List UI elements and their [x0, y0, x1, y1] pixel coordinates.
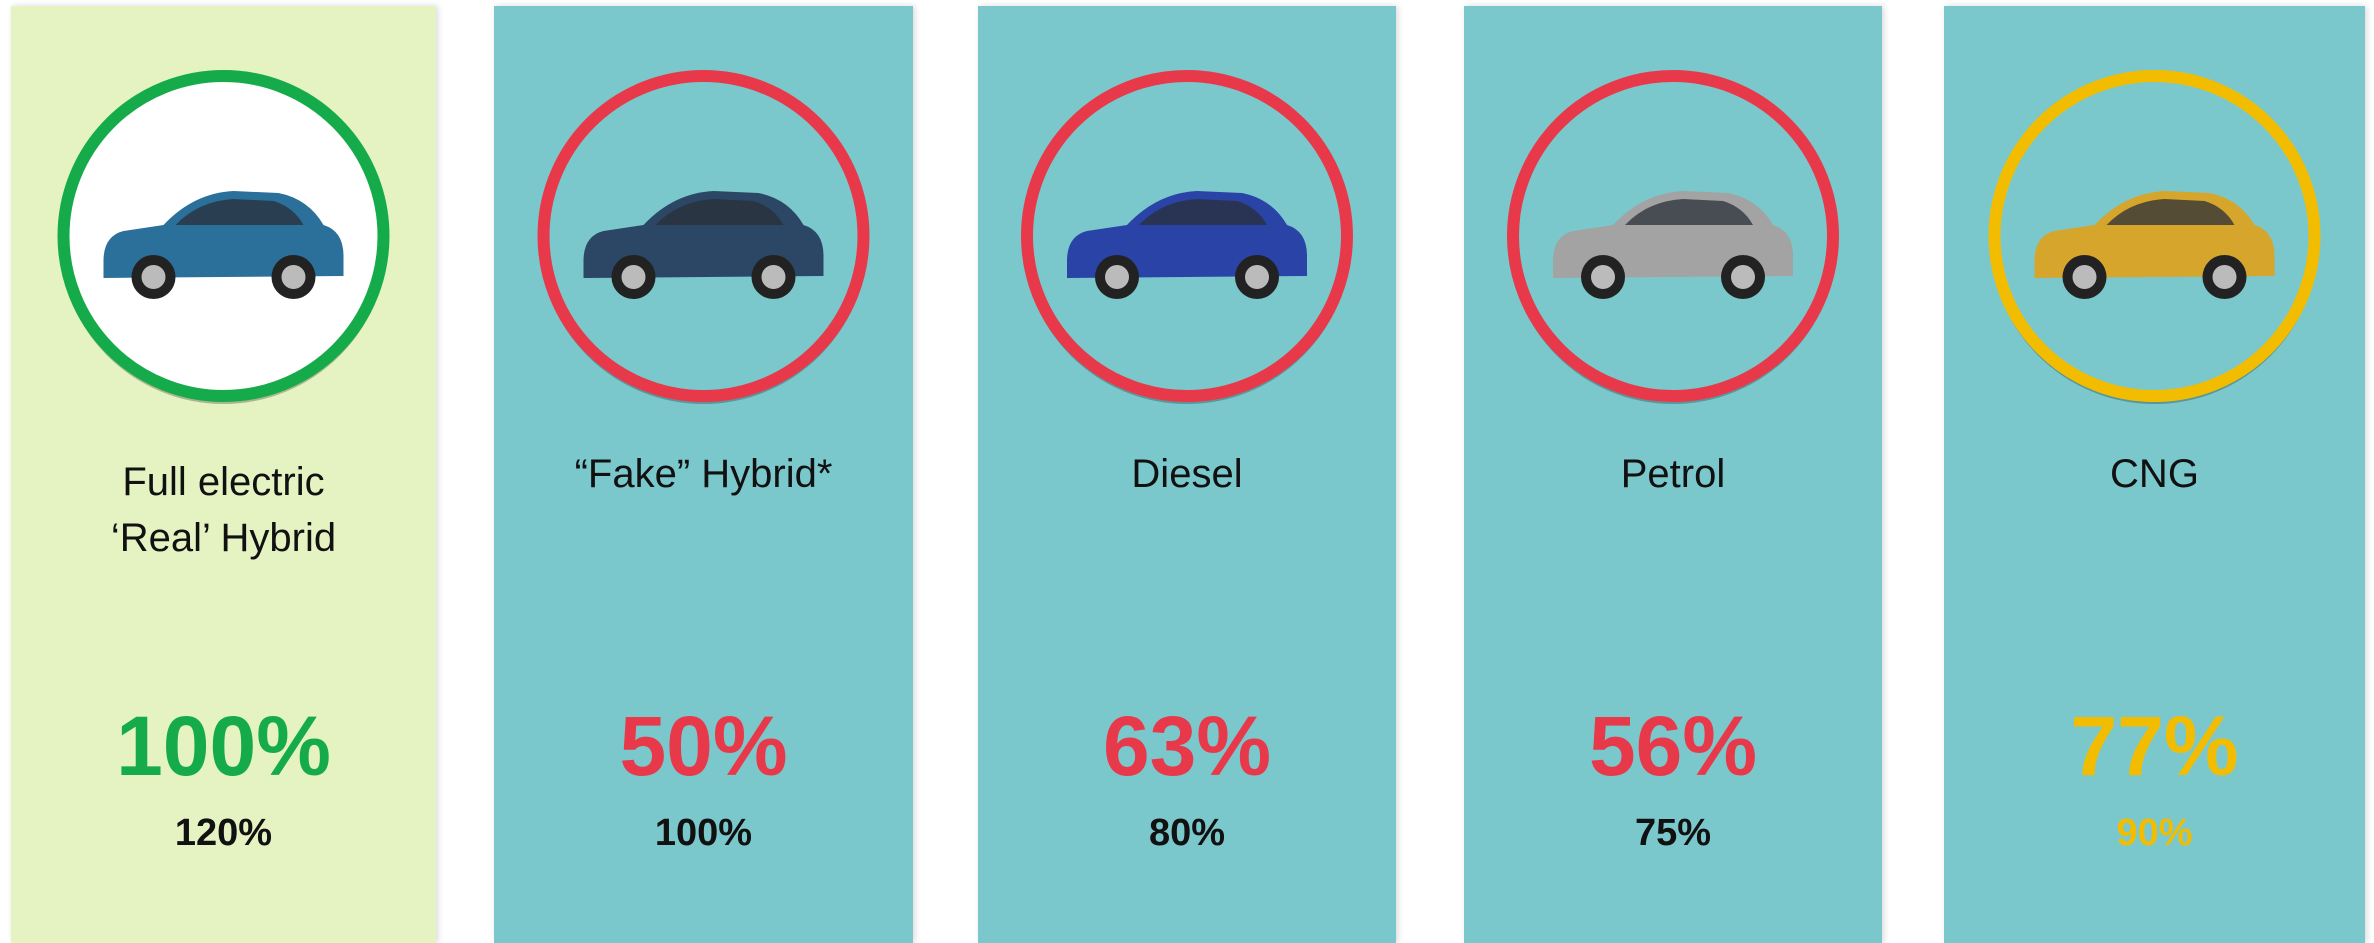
- rim: [1591, 265, 1615, 289]
- rim: [622, 265, 646, 289]
- card-label: Full electric‘Real’ Hybrid: [11, 454, 436, 566]
- rim: [1105, 265, 1129, 289]
- label-line: CNG: [1944, 446, 2365, 502]
- secondary-percent: 120%: [11, 808, 436, 858]
- card-label: Diesel: [978, 446, 1396, 502]
- rim: [1245, 265, 1269, 289]
- card: Petrol 56% 75%: [1464, 6, 1882, 943]
- label-line: “Fake” Hybrid*: [494, 446, 913, 502]
- card-label: CNG: [1944, 446, 2365, 502]
- rim: [2213, 265, 2237, 289]
- label-line: ‘Real’ Hybrid: [11, 510, 436, 566]
- card-label: Petrol: [1464, 446, 1882, 502]
- rim: [2073, 265, 2097, 289]
- primary-percent: 56%: [1464, 696, 1882, 796]
- secondary-percent: 90%: [1944, 808, 2365, 858]
- page: Full electric‘Real’ Hybrid 100% 120% “Fake”…: [0, 0, 2374, 943]
- primary-percent: 100%: [11, 696, 436, 796]
- label-line: Diesel: [978, 446, 1396, 502]
- car-badge: [11, 6, 436, 426]
- card-label: “Fake” Hybrid*: [494, 446, 913, 502]
- card: Full electric‘Real’ Hybrid 100% 120%: [11, 6, 436, 943]
- primary-percent: 50%: [494, 696, 913, 796]
- rim: [1731, 265, 1755, 289]
- card: CNG 77% 90%: [1944, 6, 2365, 943]
- label-line: Petrol: [1464, 446, 1882, 502]
- secondary-percent: 80%: [978, 808, 1396, 858]
- car-badge: [494, 6, 913, 426]
- card: “Fake” Hybrid* 50% 100%: [494, 6, 913, 943]
- rim: [762, 265, 786, 289]
- rim: [142, 265, 166, 289]
- car-badge: [1464, 6, 1882, 426]
- car-badge: [1944, 6, 2365, 426]
- primary-percent: 63%: [978, 696, 1396, 796]
- card: Diesel 63% 80%: [978, 6, 1396, 943]
- rim: [282, 265, 306, 289]
- secondary-percent: 100%: [494, 808, 913, 858]
- label-line: Full electric: [11, 454, 436, 510]
- secondary-percent: 75%: [1464, 808, 1882, 858]
- primary-percent: 77%: [1944, 696, 2365, 796]
- car-badge: [978, 6, 1396, 426]
